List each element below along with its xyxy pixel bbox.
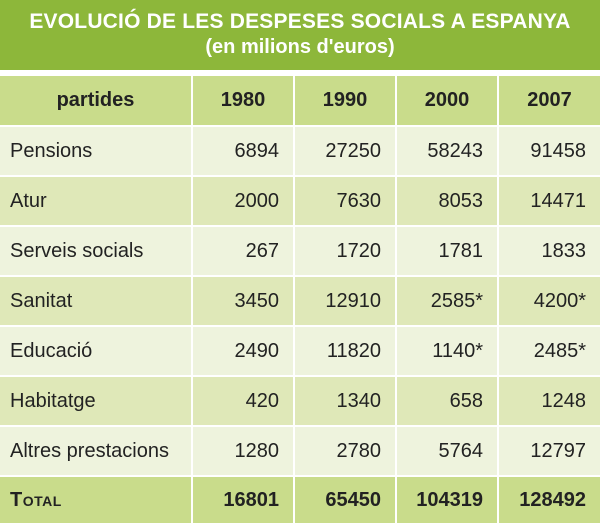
- table-cell: 3450: [192, 276, 295, 327]
- table-cell: 2585*: [396, 276, 499, 327]
- table-cell: 2490: [192, 326, 295, 377]
- header-row: partides 1980 1990 2000 2007: [0, 76, 600, 127]
- table-row: Altres prestacions 1280 2780 5764 12797: [0, 426, 600, 477]
- header-year: 2000: [396, 76, 499, 127]
- table-cell: 1340: [294, 376, 397, 427]
- table-row: Serveis socials 267 1720 1781 1833: [0, 226, 600, 277]
- table-cell: 2780: [294, 426, 397, 477]
- row-label: Atur: [0, 176, 193, 227]
- table-row: Sanitat 3450 12910 2585* 4200*: [0, 276, 600, 327]
- total-cell: 128492: [498, 476, 600, 525]
- total-cell: 104319: [396, 476, 499, 525]
- header-year: 2007: [498, 76, 600, 127]
- table-cell: 658: [396, 376, 499, 427]
- title-band: EVOLUCIÓ DE LES DESPESES SOCIALS A ESPAN…: [0, 0, 600, 70]
- table-row: Habitatge 420 1340 658 1248: [0, 376, 600, 427]
- table-cell: 1280: [192, 426, 295, 477]
- header-year: 1990: [294, 76, 397, 127]
- total-cell: 65450: [294, 476, 397, 525]
- table-cell: 1781: [396, 226, 499, 277]
- row-label: Habitatge: [0, 376, 193, 427]
- table-cell: 5764: [396, 426, 499, 477]
- table-cell: 12797: [498, 426, 600, 477]
- table-cell: 2485*: [498, 326, 600, 377]
- table-cell: 1140*: [396, 326, 499, 377]
- row-label: Serveis socials: [0, 226, 193, 277]
- row-label: Sanitat: [0, 276, 193, 327]
- total-label: Total: [0, 476, 193, 525]
- table-cell: 8053: [396, 176, 499, 227]
- total-row: Total 16801 65450 104319 128492: [0, 476, 600, 525]
- table-row: Pensions 6894 27250 58243 91458: [0, 126, 600, 177]
- header-year: 1980: [192, 76, 295, 127]
- table-cell: 1833: [498, 226, 600, 277]
- row-label: Educació: [0, 326, 193, 377]
- table-cell: 27250: [294, 126, 397, 177]
- row-label: Pensions: [0, 126, 193, 177]
- row-label: Altres prestacions: [0, 426, 193, 477]
- expenses-table: partides 1980 1990 2000 2007 Pensions 68…: [0, 76, 600, 525]
- table-cell: 58243: [396, 126, 499, 177]
- table-cell: 12910: [294, 276, 397, 327]
- table-cell: 11820: [294, 326, 397, 377]
- table-row: Educació 2490 11820 1140* 2485*: [0, 326, 600, 377]
- table-cell: 420: [192, 376, 295, 427]
- table-cell: 1720: [294, 226, 397, 277]
- table-cell: 1248: [498, 376, 600, 427]
- total-cell: 16801: [192, 476, 295, 525]
- table-cell: 91458: [498, 126, 600, 177]
- table-subtitle: (en milions d'euros): [205, 36, 395, 58]
- table-cell: 14471: [498, 176, 600, 227]
- table-row: Atur 2000 7630 8053 14471: [0, 176, 600, 227]
- table-title: EVOLUCIÓ DE LES DESPESES SOCIALS A ESPAN…: [29, 10, 571, 33]
- table-cell: 4200*: [498, 276, 600, 327]
- table-cell: 267: [192, 226, 295, 277]
- table-cell: 2000: [192, 176, 295, 227]
- table-cell: 7630: [294, 176, 397, 227]
- table-cell: 6894: [192, 126, 295, 177]
- header-partides: partides: [0, 76, 193, 127]
